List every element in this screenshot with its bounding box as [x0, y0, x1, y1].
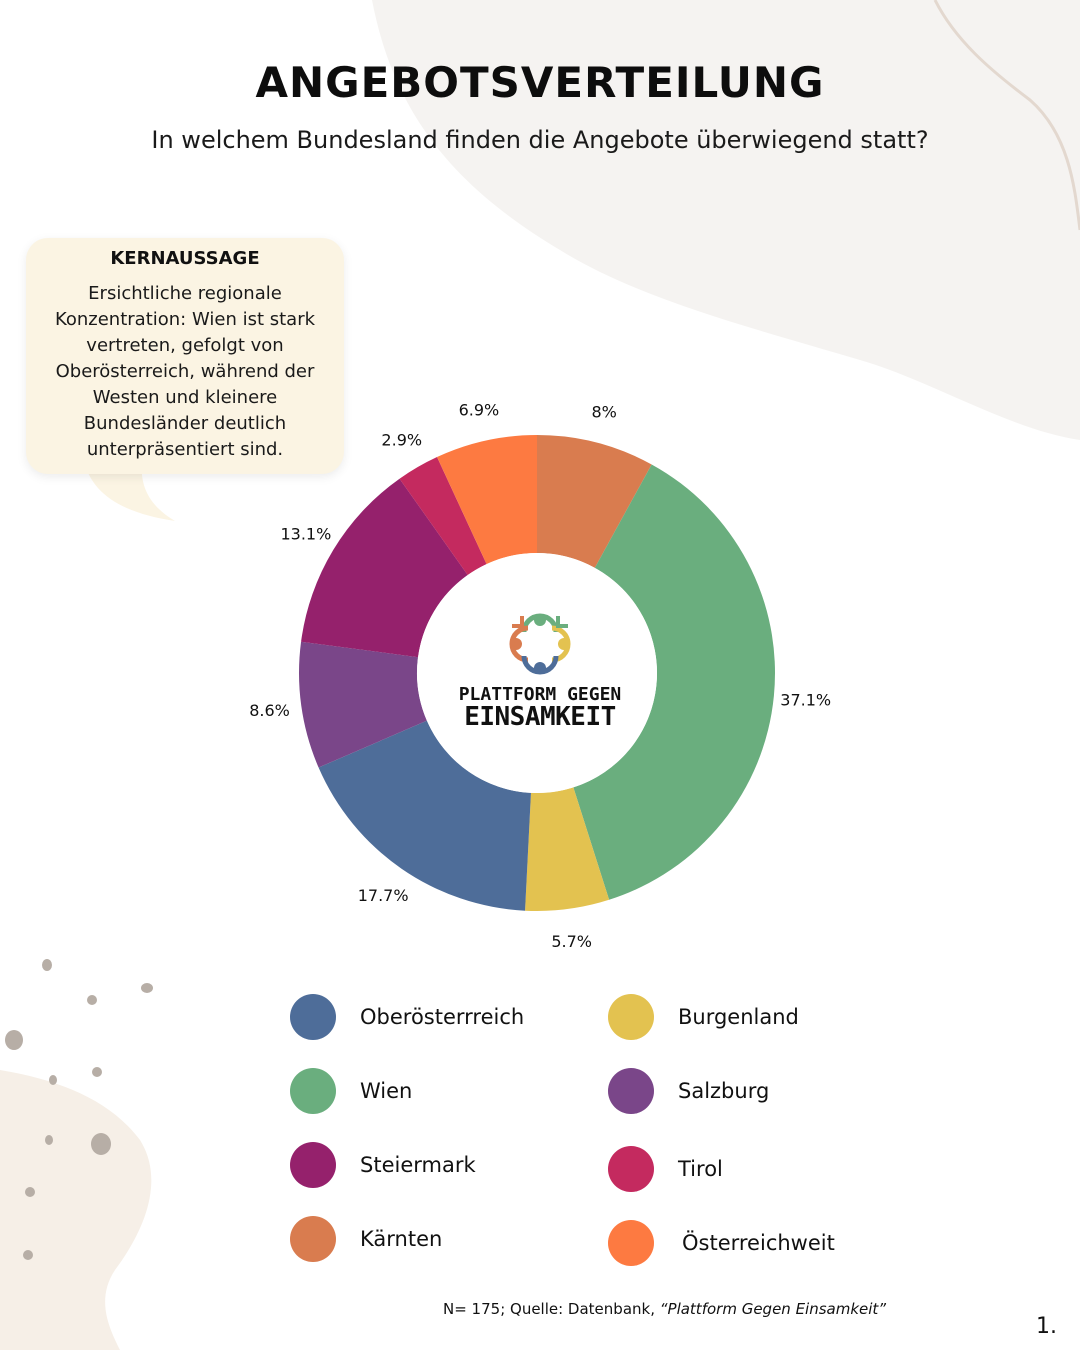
background-line-top-right — [933, 0, 1080, 231]
donut-slice-oberösterrreich — [318, 720, 531, 911]
donut-slice-kärnten — [537, 435, 652, 568]
slice-label-burgenland: 5.7% — [551, 932, 592, 951]
source-note: N= 175; Quelle: Datenbank, “Plattform Ge… — [443, 1300, 886, 1318]
legend-swatch — [608, 1146, 654, 1192]
legend-item-oberoesterreich: Oberösterrreich — [290, 994, 524, 1040]
legend-swatch — [290, 994, 336, 1040]
legend-label: Österreichweit — [682, 1231, 835, 1255]
legend-label: Oberösterrreich — [360, 1005, 525, 1029]
legend-item-kaernten: Kärnten — [290, 1216, 442, 1262]
legend-item-wien: Wien — [290, 1068, 412, 1114]
legend-swatch — [608, 994, 654, 1040]
legend-item-burgenland: Burgenland — [608, 994, 799, 1040]
callout-heading: KERNAUSSAGE — [110, 248, 260, 269]
legend-label: Kärnten — [360, 1227, 443, 1251]
slice-label-steiermark: 13.1% — [280, 524, 331, 543]
donut-slice-steiermark — [301, 478, 468, 658]
legend-item-oesterreichweit: Österreichweit — [608, 1220, 835, 1266]
callout-text: Ersichtliche regionale Konzentration: Wi… — [54, 283, 316, 460]
slice-label-wien: 37.1% — [780, 690, 831, 709]
legend-label: Tirol — [678, 1157, 723, 1181]
page-subtitle: In welchem Bundesland finden die Angebot… — [151, 126, 929, 154]
logo-text-line2: EINSAMKEIT — [464, 702, 616, 732]
legend-swatch — [290, 1216, 336, 1262]
logo-icon — [509, 613, 571, 675]
legend-swatch — [290, 1068, 336, 1114]
legend-item-steiermark: Steiermark — [290, 1142, 476, 1188]
legend-label: Burgenland — [678, 1005, 799, 1029]
page-number: 1. — [1036, 1314, 1057, 1339]
background-blob-top-right — [372, 0, 1080, 440]
legend-swatch — [608, 1220, 654, 1266]
slice-label-österreichweit: 6.9% — [459, 400, 500, 419]
source-italic: “Plattform Gegen Einsamkeit” — [659, 1300, 887, 1318]
slice-label-oberösterrreich: 17.7% — [358, 886, 409, 905]
slice-label-tirol: 2.9% — [381, 430, 422, 449]
key-message-callout: KERNAUSSAGE Ersichtliche regionale Konze… — [26, 238, 344, 474]
legend-item-salzburg: Salzburg — [608, 1068, 769, 1114]
donut-slice-österreichweit — [437, 435, 537, 565]
page-title: ANGEBOTSVERTEILUNG — [255, 58, 825, 107]
legend-swatch — [290, 1142, 336, 1188]
logo-text-line1: PLATTFORM GEGEN — [458, 684, 622, 705]
slice-label-salzburg: 8.6% — [249, 701, 290, 720]
legend-swatch — [608, 1068, 654, 1114]
donut-slice-burgenland — [525, 787, 610, 912]
donut-slice-wien — [573, 464, 776, 900]
legend-label: Wien — [360, 1079, 413, 1103]
platform-logo: PLATTFORM GEGEN EINSAMKEIT — [440, 612, 640, 732]
legend-item-tirol: Tirol — [608, 1146, 723, 1192]
legend-label: Steiermark — [360, 1153, 476, 1177]
background-blob-bottom-left — [0, 1070, 152, 1350]
slice-label-kärnten: 8% — [591, 402, 616, 421]
donut-slice-tirol — [399, 457, 487, 576]
source-prefix: N= 175; Quelle: Datenbank, — [443, 1300, 660, 1318]
legend-label: Salzburg — [678, 1079, 770, 1103]
donut-slice-salzburg — [299, 641, 427, 768]
decorative-dots — [5, 959, 153, 1260]
